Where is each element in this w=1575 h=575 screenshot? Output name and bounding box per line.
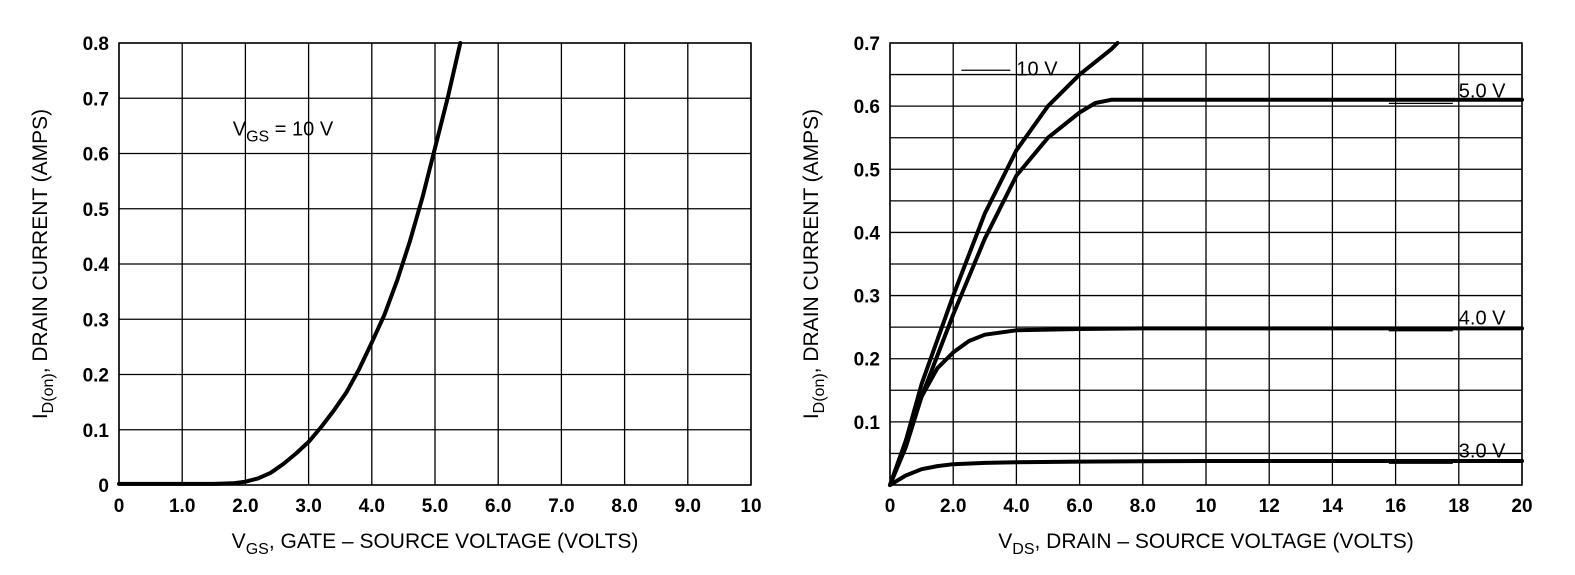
x-tick-label: 16	[1385, 496, 1406, 517]
condition-annotation-rest: = 10 V	[269, 119, 334, 141]
series-label: 4.0 V	[1459, 308, 1506, 330]
series-label: 10 V	[1016, 58, 1058, 80]
x-tick-label: 6.0	[485, 496, 511, 517]
output-characteristics-chart: 0 2.0 4.0 6.0 8.0 10 12 14 16 18 20 0.1 0.2 0.3 0.4 0.5…	[800, 34, 1533, 558]
x-axis-label-main: V	[998, 530, 1012, 553]
y-axis-label: ID(on), DRAIN CURRENT (AMPS)	[29, 109, 57, 419]
x-tick-label: 7.0	[548, 496, 574, 517]
x-axis-label-rest: , GATE – SOURCE VOLTAGE (VOLTS)	[269, 530, 639, 553]
x-tick-label: 6.0	[1066, 496, 1092, 517]
plot-frame	[118, 42, 752, 486]
y-axis-label: ID(on), DRAIN CURRENT (AMPS)	[800, 109, 828, 419]
y-tick-label: 0.3	[83, 310, 109, 331]
x-tick-label: 20	[1511, 496, 1532, 517]
y-axis-label-rest: , DRAIN CURRENT (AMPS)	[800, 109, 823, 373]
x-tick-label: 2.0	[232, 496, 258, 517]
condition-annotation-subscript: GS	[246, 129, 269, 146]
x-axis-label-subscript: GS	[246, 541, 269, 558]
condition-annotation: VGS = 10 V	[233, 119, 334, 146]
y-tick-label: 0.7	[83, 89, 109, 110]
y-tick-label: 0.4	[854, 223, 881, 244]
series-line-5-0-v	[888, 97, 1524, 487]
y-axis-label-subscript: D(on)	[40, 373, 57, 413]
x-tick-label: 10	[1195, 496, 1216, 517]
x-axis-label-main: V	[232, 530, 246, 553]
y-tick-label: 0.8	[83, 34, 109, 55]
y-tick-label: 0.1	[854, 413, 881, 434]
x-tick-label: 1.0	[169, 496, 195, 517]
y-axis-label-main: I	[800, 413, 823, 419]
plot-frame	[889, 42, 1523, 486]
x-axis-label-subscript: DS	[1012, 541, 1034, 558]
x-tick-label: 4.0	[1003, 496, 1029, 517]
y-tick-label: 0.6	[83, 145, 109, 166]
y-tick-label: 0.7	[854, 34, 880, 55]
x-tick-label: 14	[1322, 496, 1344, 517]
y-axis-label-rest: , DRAIN CURRENT (AMPS)	[29, 109, 52, 373]
x-tick-label: 0	[885, 496, 896, 517]
y-tick-label: 0	[98, 476, 109, 497]
x-tick-label: 2.0	[940, 496, 966, 517]
series-line-10-v	[888, 41, 1120, 487]
condition-annotation-main: V	[233, 119, 247, 141]
x-tick-label: 8.0	[1130, 496, 1156, 517]
y-tick-label: 0.6	[854, 97, 880, 118]
x-axis-label: VDS, DRAIN – SOURCE VOLTAGE (VOLTS)	[998, 530, 1413, 558]
x-tick-label: 0	[114, 496, 125, 517]
x-tick-label: 12	[1259, 496, 1280, 517]
transfer-characteristics-chart: 0 1.0 2.0 3.0 4.0 5.0 6.0 7.0 8.0 9.0 10 0 0.1 0.2 0.3…	[29, 34, 762, 558]
series-label: 3.0 V	[1459, 440, 1506, 462]
y-tick-label: 0.2	[83, 366, 109, 387]
y-tick-label: 0.4	[83, 255, 110, 276]
series-line-4-0-v	[888, 326, 1524, 487]
y-tick-label: 0.5	[83, 200, 110, 221]
x-tick-label: 4.0	[359, 496, 385, 517]
y-axis-label-main: I	[29, 413, 52, 419]
x-tick-label: 18	[1448, 496, 1469, 517]
y-tick-label: 0.3	[854, 287, 880, 308]
x-axis-label-rest: , DRAIN – SOURCE VOLTAGE (VOLTS)	[1035, 530, 1414, 553]
y-tick-label: 0.5	[854, 160, 881, 181]
y-axis-label-subscript: D(on)	[811, 373, 828, 413]
series-line-3-0-v	[888, 459, 1524, 487]
x-tick-label: 9.0	[675, 496, 701, 517]
x-axis-label: VGS, GATE – SOURCE VOLTAGE (VOLTS)	[232, 530, 639, 558]
x-tick-label: 3.0	[295, 496, 321, 517]
series-label: 5.0 V	[1459, 80, 1506, 102]
x-tick-label: 10	[740, 496, 761, 517]
x-tick-label: 5.0	[422, 496, 448, 517]
y-tick-label: 0.1	[83, 421, 110, 442]
x-tick-label: 8.0	[611, 496, 637, 517]
series-line-id-vgs	[117, 41, 463, 486]
y-tick-label: 0.2	[854, 350, 880, 371]
